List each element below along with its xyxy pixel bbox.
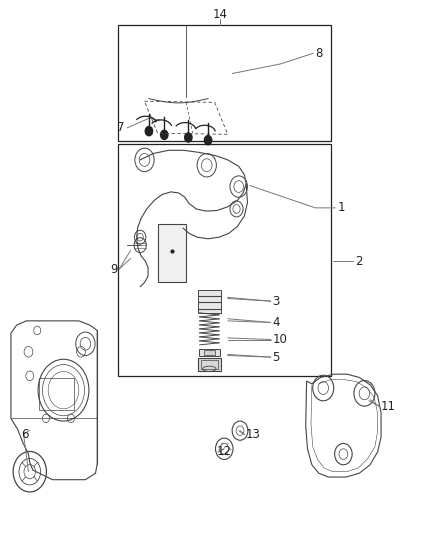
Text: 3: 3	[272, 295, 280, 308]
Bar	[201, 360, 218, 369]
Bar	[118, 144, 331, 376]
Text: 1: 1	[337, 201, 345, 214]
Text: 12: 12	[217, 446, 232, 458]
Text: 6: 6	[21, 428, 28, 441]
Text: 8: 8	[315, 47, 323, 60]
Bar	[204, 350, 215, 355]
Text: 9: 9	[110, 263, 117, 276]
Text: 2: 2	[355, 255, 362, 268]
Text: 10: 10	[272, 333, 287, 346]
Circle shape	[204, 135, 212, 146]
Circle shape	[145, 126, 153, 136]
Bar	[39, 378, 74, 410]
Text: 5: 5	[272, 351, 280, 364]
Bar	[198, 358, 221, 371]
Text: 11: 11	[381, 400, 396, 413]
Text: 4: 4	[272, 316, 280, 329]
Text: 13: 13	[245, 428, 260, 441]
Circle shape	[160, 130, 169, 140]
Bar	[118, 25, 331, 141]
Bar	[158, 224, 186, 282]
Bar	[198, 290, 221, 313]
Text: 14: 14	[212, 9, 227, 21]
Bar	[199, 349, 220, 356]
Text: 7: 7	[117, 122, 125, 134]
Circle shape	[184, 132, 193, 143]
